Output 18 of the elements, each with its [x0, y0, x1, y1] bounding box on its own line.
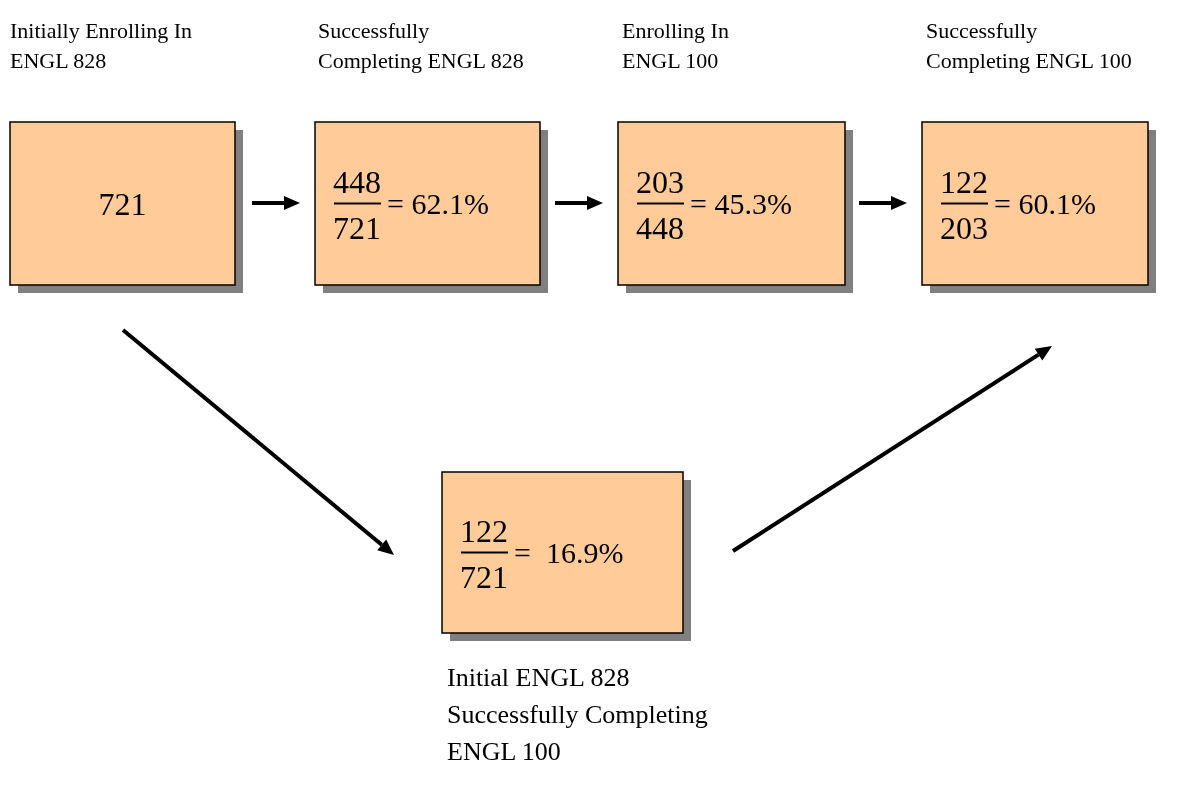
data-label: 203 [940, 209, 988, 246]
category-label: Initial ENGL 828 Successfully Completing ENGL 100 [447, 663, 708, 767]
category-label: Enrolling In ENGL 100 [622, 18, 729, 73]
category-label: Successfully Completing ENGL 828 [318, 18, 524, 73]
data-label: 122 [940, 163, 988, 200]
data-label: 448 [636, 209, 684, 246]
data-label: 448 [333, 163, 381, 200]
category-label: Initially Enrolling In ENGL 828 [10, 18, 193, 73]
category-label: Successfully Completing ENGL 100 [926, 18, 1132, 73]
data-label: = 60.1% [994, 187, 1096, 220]
data-label: 203 [636, 163, 684, 200]
data-label: 721 [98, 185, 147, 222]
data-label: = 16.9% [514, 536, 624, 569]
data-label: 721 [333, 209, 381, 246]
data-label: = 62.1% [387, 187, 489, 220]
data-label: 721 [460, 558, 508, 595]
data-label: 122 [460, 512, 508, 549]
data-label: = 45.3% [690, 187, 792, 220]
